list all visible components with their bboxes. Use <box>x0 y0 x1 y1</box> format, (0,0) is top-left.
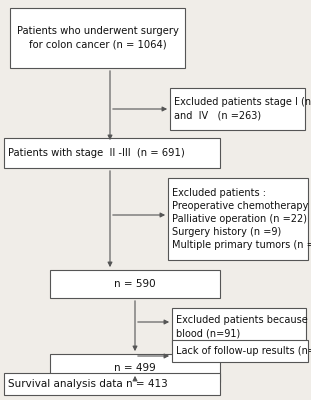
Text: n = 499: n = 499 <box>114 363 156 373</box>
FancyBboxPatch shape <box>172 308 306 345</box>
FancyBboxPatch shape <box>168 178 308 260</box>
Text: Lack of follow-up results (n=86): Lack of follow-up results (n=86) <box>176 346 311 356</box>
FancyBboxPatch shape <box>4 138 220 168</box>
Text: Excluded patients because full
blood (n=91): Excluded patients because full blood (n=… <box>176 315 311 338</box>
Text: Excluded patients :
Preoperative chemotherapy (n=57)
Palliative operation (n =22: Excluded patients : Preoperative chemoth… <box>172 188 311 250</box>
Text: Patients with stage  II -III  (n = 691): Patients with stage II -III (n = 691) <box>8 148 185 158</box>
Text: Patients who underwent surgery
for colon cancer (n = 1064): Patients who underwent surgery for colon… <box>16 26 179 50</box>
FancyBboxPatch shape <box>172 340 308 362</box>
FancyBboxPatch shape <box>50 270 220 298</box>
Text: Survival analysis data n = 413: Survival analysis data n = 413 <box>8 379 168 389</box>
Text: Excluded patients stage I (n=110)
and  IV   (n =263): Excluded patients stage I (n=110) and IV… <box>174 97 311 121</box>
FancyBboxPatch shape <box>170 88 305 130</box>
FancyBboxPatch shape <box>4 373 220 395</box>
FancyBboxPatch shape <box>10 8 185 68</box>
FancyBboxPatch shape <box>50 354 220 382</box>
Text: n = 590: n = 590 <box>114 279 156 289</box>
